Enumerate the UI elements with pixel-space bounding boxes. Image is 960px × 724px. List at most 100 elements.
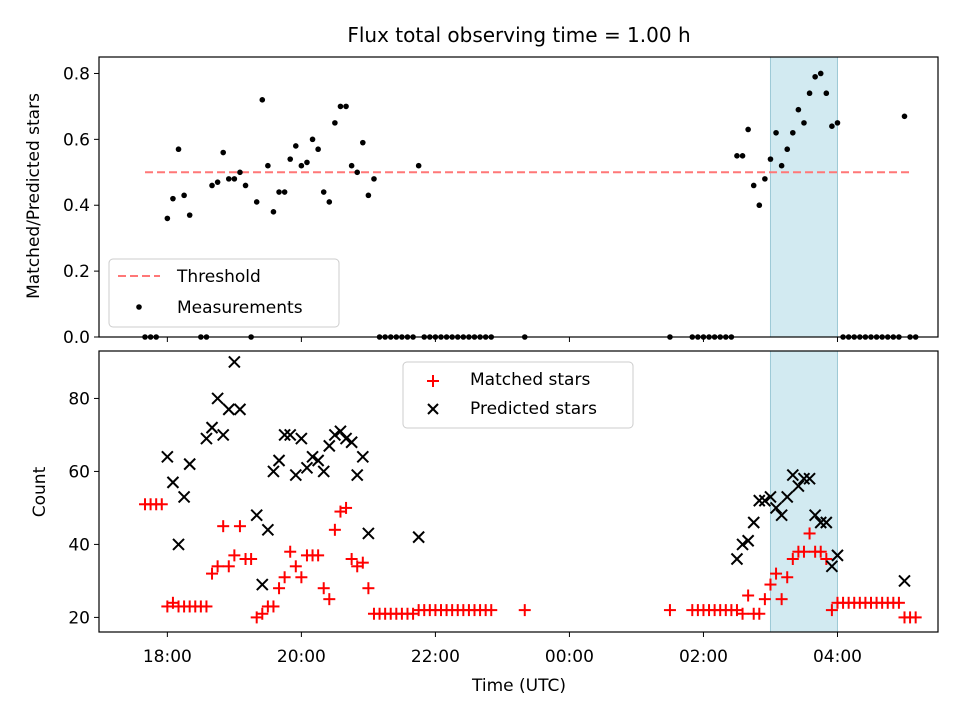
marker-d2 (339, 432, 353, 445)
bottom-legend-box (402, 361, 634, 429)
marker-d2 (820, 516, 833, 529)
predicted-star-marker (211, 392, 224, 405)
matched-star-marker (312, 549, 325, 562)
matched-star-marker (663, 604, 676, 617)
predicted-star-marker (412, 530, 425, 544)
measurement-point (292, 143, 299, 149)
measurement-point (365, 192, 372, 199)
predicted-star-marker (256, 578, 269, 591)
measurement-point (354, 169, 361, 176)
marker-d2 (295, 432, 308, 445)
legend-predicted-label: Predicted stars (470, 399, 597, 419)
matched-star-marker (323, 593, 336, 606)
marker-d2 (786, 468, 800, 482)
marker-d2 (289, 468, 303, 482)
predicted-star-marker (272, 454, 286, 467)
measurement-point (170, 195, 176, 202)
predicted-stars-points (161, 355, 911, 591)
matched-stars-points (139, 498, 922, 624)
predicted-star-marker (797, 472, 811, 485)
marker-d2 (351, 468, 364, 482)
y-tick-label: 0.6 (63, 130, 90, 150)
highlight-span-bottom (769, 350, 838, 633)
measurement-point (326, 199, 333, 205)
measurement-point (778, 162, 785, 169)
matched-star-marker (345, 553, 358, 566)
marker-d2 (758, 494, 772, 507)
measurement-point (829, 123, 835, 129)
bottom-legend: Matched stars Predicted stars (402, 361, 634, 429)
marker-d2 (250, 509, 263, 522)
bottom-y-axis-label: Count (30, 466, 50, 517)
matched-star-marker (256, 607, 269, 620)
marker-d2 (345, 436, 358, 449)
marker-d2 (825, 560, 839, 573)
predicted-star-marker (278, 428, 291, 442)
marker-d2 (161, 450, 174, 464)
marker-d2 (747, 516, 760, 529)
predicted-star-marker (261, 523, 275, 537)
measurement-point (337, 103, 344, 110)
predicted-star-marker (730, 552, 744, 566)
matched-star-marker (273, 582, 286, 595)
marker-d2 (412, 530, 425, 544)
measurement-point (795, 106, 802, 113)
predicted-star-marker (295, 432, 308, 445)
marker-d2 (775, 509, 788, 522)
matched-star-marker (909, 611, 922, 624)
highlight-rect (769, 350, 838, 633)
measurement-point (739, 153, 746, 159)
marker-d2 (753, 494, 766, 507)
predicted-star-marker (775, 509, 788, 522)
matched-star-marker (814, 545, 827, 558)
marker-d2 (356, 450, 370, 464)
matched-star-marker (758, 593, 771, 606)
measurement-point (901, 113, 908, 120)
measurement-point (270, 209, 277, 215)
marker-d2 (317, 465, 330, 478)
predicted-star-marker (792, 479, 805, 493)
predicted-star-marker (334, 425, 347, 438)
marker-d2 (797, 472, 811, 485)
measurement-point (259, 97, 266, 103)
predicted-star-marker (747, 516, 760, 529)
marker-d2 (166, 476, 180, 489)
marker-d2 (233, 403, 247, 416)
predicted-star-marker (177, 490, 191, 504)
marker-d2 (306, 450, 319, 464)
matched-star-marker (770, 567, 783, 580)
marker-d2 (808, 509, 822, 522)
measurement-point (181, 192, 187, 199)
predicted-star-marker (317, 465, 330, 478)
matched-star-marker (825, 604, 838, 617)
measurement-point (371, 176, 377, 182)
matched-star-marker (328, 523, 341, 536)
matched-star-marker (206, 567, 219, 580)
predicted-star-marker (786, 468, 800, 482)
predicted-star-marker (228, 355, 241, 369)
legend-threshold-label: Threshold (176, 267, 261, 287)
matched-star-marker (781, 571, 794, 584)
measurement-point (320, 189, 327, 195)
y-tick-label: 0.8 (63, 64, 90, 84)
measurement-point (823, 90, 830, 97)
highlight-span-top (769, 56, 838, 338)
matched-star-marker (803, 527, 816, 540)
measurement-point (304, 159, 310, 166)
matched-star-marker (295, 571, 308, 584)
marker-d2 (261, 523, 275, 537)
legend-measurements-label: Measurements (177, 298, 303, 318)
matched-star-marker (356, 556, 369, 569)
legend-predicted-swatch (427, 403, 439, 415)
measurement-point (281, 189, 288, 195)
measurement-point (762, 176, 768, 182)
matched-star-marker (317, 582, 330, 595)
marker-d2 (792, 479, 805, 493)
marker-d2 (814, 516, 827, 529)
measurement-point (801, 120, 807, 126)
marker-d2 (205, 421, 219, 434)
marker-d2 (362, 527, 375, 540)
matched-star-marker (155, 498, 168, 511)
predicted-star-marker (803, 472, 816, 485)
predicted-star-marker (306, 450, 319, 464)
